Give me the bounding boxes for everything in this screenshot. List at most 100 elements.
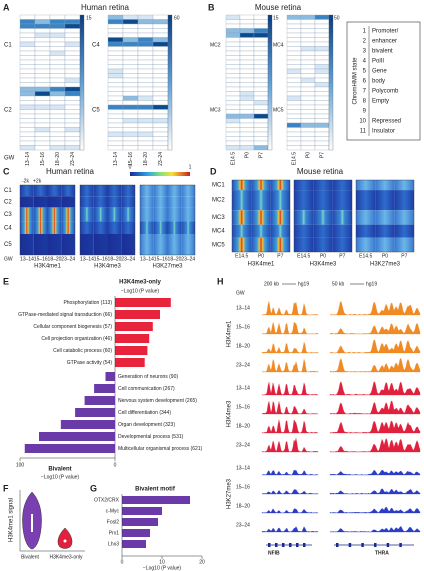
heatmap-cell [122,86,139,92]
heatmap-cell [34,50,51,56]
heatmap-cell [107,55,124,61]
bar [122,518,158,526]
profile-heatmap [153,185,168,197]
heatmap-cell [225,59,241,65]
heatmap-cell [64,113,81,119]
heatmap-cell [300,68,316,74]
column-label: P0 [382,253,388,259]
heatmap-cell [64,28,81,34]
profile-heatmap [20,185,34,197]
heatmap-cell [49,131,66,137]
heatmap-cell [49,73,66,79]
heatmap-cell [253,32,269,38]
signal-track [261,469,319,476]
heatmap-cell [286,77,302,83]
exon [282,543,285,547]
column-label: P7 [339,253,345,259]
scale-size: 50 kb [332,281,344,287]
heatmap-cell [253,113,269,119]
heatmap-cell [19,73,36,79]
profile-heatmap [93,185,108,197]
heatmap-cell [34,19,51,25]
stage-label: 13–14 [236,385,250,391]
legend-label: Gene [372,69,387,75]
heatmap-cell [137,46,154,52]
heatmap-cell [137,37,154,43]
heatmap-cell [137,127,154,133]
heatmap-cell [122,73,139,79]
heatmap-cell [253,118,269,124]
chart-title: H3K4me3-only [119,280,161,286]
column-label: 15–16 [154,256,168,262]
heatmap-cell [64,100,81,106]
heatmap-cell [152,145,169,151]
heatmap-cell [152,104,169,110]
profile-heatmap [47,196,62,208]
heatmap-cell [49,41,66,47]
heatmap-cell [314,41,330,47]
heatmap-cell [122,136,139,142]
heatmap-cell [239,82,255,88]
heatmap-cell [122,91,139,97]
heatmap-cell [64,59,81,65]
heatmap-cell [286,104,302,110]
heatmap-cell [19,59,36,65]
heatmap-cell [64,109,81,115]
heatmap-cell [122,95,139,101]
heatmap-cell [19,122,36,128]
heatmap-cell [300,95,316,101]
profile-heatmap [394,237,414,252]
flank-label: +2k [33,178,42,184]
heatmap-cell [107,77,124,83]
legend-number: 1 [363,29,367,35]
tick-label: 0 [114,462,117,468]
profile-heatmap [356,224,376,238]
heatmap-cell [314,28,330,34]
bar-label: Cell catabolic process (60) [53,348,112,354]
scale-label: 50 [334,15,340,21]
bar [115,358,145,367]
heatmap-cell [253,95,269,101]
heatmap-cell [107,28,124,34]
profile-heatmap [232,190,252,211]
profile-heatmap [375,180,395,191]
heatmap-cell [49,82,66,88]
heatmap-cell [49,59,66,65]
heatmap-cell [253,77,269,83]
bar-label: Developmental process (531) [118,434,184,440]
profile-heatmap [107,221,122,234]
axis-label: GW [236,290,245,296]
signal-track [329,400,421,415]
heatmap-cell [137,113,154,119]
heatmap-cell [64,37,81,43]
heatmap-cell [137,140,154,146]
stage-label: 23–24 [236,442,250,448]
profile-heatmap [270,190,290,211]
heatmap-cell [300,118,316,124]
profile-heatmap [356,190,376,211]
legend-label: Repressed [372,119,401,125]
heatmap-cell [137,50,154,56]
signal-track [261,438,319,453]
heatmap-cell [152,28,169,34]
signal-track [329,526,421,533]
heatmap-cell [34,59,51,65]
heatmap-cell [34,104,51,110]
bar [115,334,150,343]
heatmap-cell [137,55,154,61]
profile-heatmap [121,207,135,222]
legend-label: Insulator [372,129,395,135]
legend-number: 10 [359,119,366,125]
heatmap-cell [239,68,255,74]
profile-heatmap [153,234,168,255]
heatmap-cell [314,109,330,115]
heatmap-cell [34,73,51,79]
heatmap-cell [314,95,330,101]
category-label: H3K4me3-only [49,554,83,560]
heatmap-cell [225,73,241,79]
heatmap-cell [122,23,139,29]
profile-heatmap [93,234,108,255]
heatmap-cell [64,50,81,56]
column-label: 13–14 [20,256,34,262]
profile-heatmap [33,196,48,208]
